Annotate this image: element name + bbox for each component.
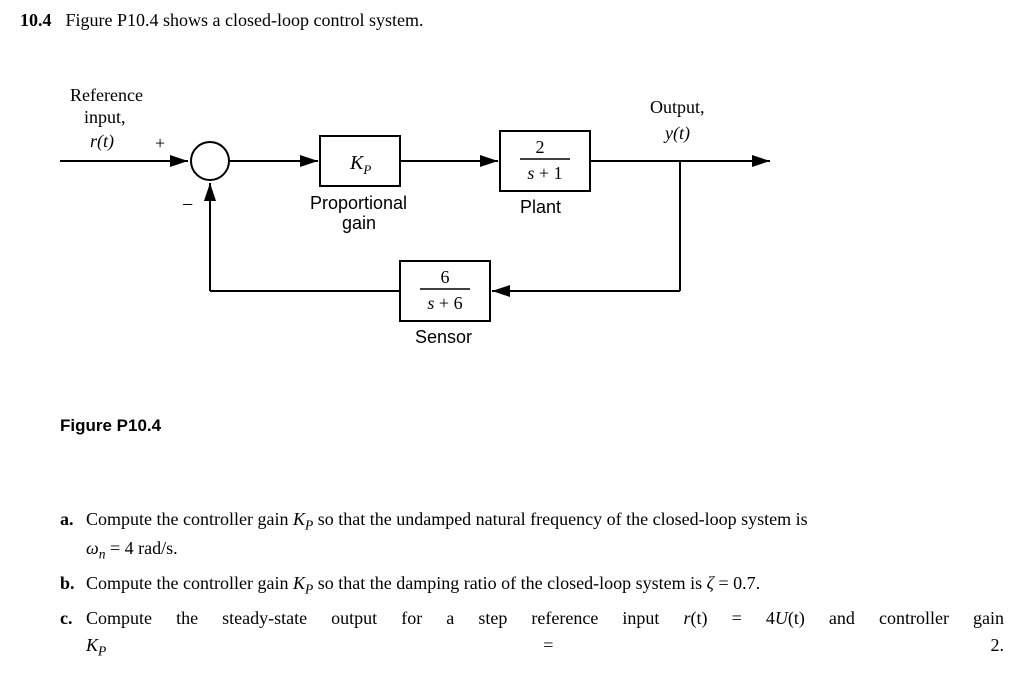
qc-rarg: (t)	[691, 608, 708, 628]
plant-caption: Plant	[520, 197, 561, 217]
qc-kp: K	[86, 635, 98, 655]
figure-caption: Figure P10.4	[60, 416, 1004, 436]
sum-minus: −	[182, 194, 193, 216]
sensor-caption: Sensor	[415, 327, 472, 347]
qc-rest: = 2.	[106, 635, 1004, 655]
problem-statement: Figure P10.4 shows a closed-loop control…	[66, 10, 424, 31]
block-diagram: Reference input, r(t) Output, y(t) + − K…	[60, 81, 790, 381]
q-body-c: Compute the steady-state output for a st…	[86, 605, 1004, 660]
sensor-num: 6	[441, 267, 450, 287]
ref-label-1: Reference	[70, 85, 143, 105]
qc-r: r	[684, 608, 691, 628]
problem-number: 10.4	[20, 10, 52, 31]
qa-omega: ω	[86, 538, 99, 558]
qa-kpsub: P	[305, 518, 313, 533]
figure-area: Reference input, r(t) Output, y(t) + − K…	[60, 81, 1004, 436]
q-body-b: Compute the controller gain KP so that t…	[86, 570, 1004, 599]
summing-junction	[191, 142, 229, 180]
question-a: a. Compute the controller gain KP so tha…	[60, 506, 1004, 564]
q-letter-c: c.	[60, 605, 78, 660]
question-list: a. Compute the controller gain KP so tha…	[60, 506, 1004, 661]
sensor-den: s + 6	[427, 293, 462, 313]
ref-label-2: input,	[84, 107, 126, 127]
qb-kpsub: P	[305, 582, 313, 597]
q-letter-a: a.	[60, 506, 78, 564]
qb-t2: so that the damping ratio of the closed-…	[313, 573, 706, 593]
qc-line2: KP = 2.	[86, 635, 1004, 655]
plant-den: s + 1	[527, 163, 562, 183]
qa-eq: ωn = 4 rad/s.	[86, 538, 178, 558]
q-body-a: Compute the controller gain KP so that t…	[86, 506, 1004, 564]
sum-plus: +	[155, 133, 165, 153]
qb-rest: = 0.7.	[714, 573, 760, 593]
qa-t2: so that the undamped natural frequency o…	[313, 509, 807, 529]
qc-t1: Compute the steady-state output for a st…	[86, 608, 684, 628]
qb-zeta: ζ	[707, 573, 714, 593]
qa-rest: = 4 rad/s.	[105, 538, 177, 558]
question-b: b. Compute the controller gain KP so tha…	[60, 570, 1004, 599]
qc-eqmid: = 4	[708, 608, 775, 628]
q-letter-b: b.	[60, 570, 78, 599]
ref-symbol: r(t)	[90, 131, 114, 152]
qb-kp: K	[293, 573, 305, 593]
out-label-1: Output,	[650, 97, 705, 117]
problem-heading: 10.4 Figure P10.4 shows a closed-loop co…	[20, 10, 1004, 31]
qc-u: U	[775, 608, 788, 628]
out-symbol: y(t)	[663, 123, 690, 144]
qa-kp: K	[293, 509, 305, 529]
question-c: c. Compute the steady-state output for a…	[60, 605, 1004, 660]
plant-num: 2	[536, 137, 545, 157]
controller-cap-1: Proportional	[310, 193, 407, 213]
controller-cap-2: gain	[342, 213, 376, 233]
qb-t1: Compute the controller gain	[86, 573, 293, 593]
qc-t2: and controller gain	[805, 608, 1004, 628]
qc-uarg: (t)	[788, 608, 805, 628]
qa-t1: Compute the controller gain	[86, 509, 293, 529]
